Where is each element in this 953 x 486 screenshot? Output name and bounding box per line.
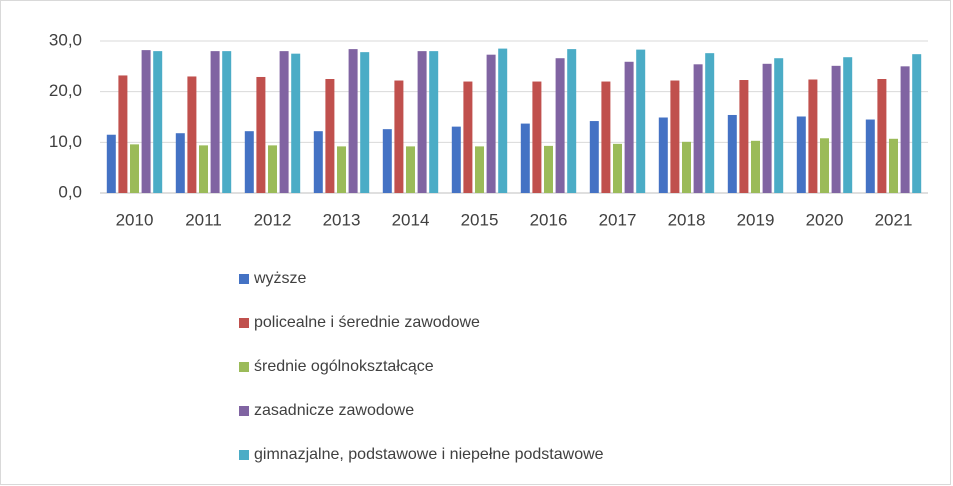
bar xyxy=(808,79,818,193)
bar xyxy=(268,145,277,193)
legend-swatch xyxy=(239,406,249,416)
x-tick-label: 2011 xyxy=(185,210,222,229)
x-tick-label: 2019 xyxy=(737,210,775,229)
bar xyxy=(486,54,496,194)
bar xyxy=(693,64,703,193)
bar xyxy=(889,138,898,193)
bar xyxy=(682,141,691,193)
legend-label: policealne i śerednie zawodowe xyxy=(254,314,480,331)
bar xyxy=(796,116,806,193)
bar xyxy=(175,133,185,193)
bar xyxy=(210,51,220,194)
x-tick-label: 2021 xyxy=(875,210,913,229)
bar xyxy=(739,80,749,193)
bar xyxy=(130,144,139,193)
bar xyxy=(658,117,668,193)
bar xyxy=(187,76,197,193)
bar xyxy=(865,119,875,193)
bar xyxy=(394,80,404,193)
bar xyxy=(624,61,634,194)
x-tick-label: 2016 xyxy=(530,210,568,229)
y-tick-label: 30,0 xyxy=(49,30,82,49)
x-tick-label: 2018 xyxy=(668,210,706,229)
bar xyxy=(291,53,301,193)
y-tick-label: 20,0 xyxy=(49,81,82,100)
bar xyxy=(337,146,346,193)
bar xyxy=(498,48,508,193)
bar xyxy=(256,76,266,193)
bar xyxy=(199,145,208,193)
bar xyxy=(451,126,461,193)
bar xyxy=(843,57,853,193)
bar xyxy=(705,53,715,193)
bar xyxy=(244,131,254,193)
bar xyxy=(762,63,772,193)
legend-swatch xyxy=(239,450,249,460)
bar xyxy=(636,49,646,193)
bar xyxy=(751,140,760,193)
bar xyxy=(567,49,577,194)
bar xyxy=(106,134,116,193)
bar xyxy=(118,75,128,193)
bar xyxy=(382,129,392,193)
bar xyxy=(544,145,553,193)
bar xyxy=(601,81,611,193)
bar xyxy=(532,81,542,193)
x-tick-label: 2014 xyxy=(392,210,430,229)
bar xyxy=(727,114,737,193)
x-tick-label: 2015 xyxy=(461,210,499,229)
y-tick-label: 10,0 xyxy=(49,132,82,151)
bar xyxy=(589,121,599,193)
bar xyxy=(348,49,358,194)
x-tick-label: 2012 xyxy=(254,210,292,229)
legend-label: zasadnicze zawodowe xyxy=(254,402,414,419)
bar xyxy=(555,58,565,193)
bar xyxy=(820,138,829,193)
bar xyxy=(325,79,335,193)
x-tick-label: 2020 xyxy=(806,210,844,229)
legend-label: średnie ogólnokształcące xyxy=(254,358,434,375)
bar xyxy=(222,51,232,194)
legend-label: gimnazjalne, podstawowe i niepełne podst… xyxy=(254,446,604,463)
legend-swatch xyxy=(239,318,249,328)
x-tick-label: 2013 xyxy=(323,210,361,229)
bar xyxy=(406,146,415,193)
bar xyxy=(831,65,841,193)
legend: wyższe policealne i śerednie zawodowe śred… xyxy=(239,270,604,463)
bar xyxy=(360,52,370,193)
legend-swatch xyxy=(239,274,249,284)
bar xyxy=(520,123,530,193)
bar xyxy=(613,143,622,193)
y-tick-label: 0,0 xyxy=(58,182,82,201)
bar xyxy=(912,54,922,193)
bar xyxy=(141,50,151,194)
legend-label: wyższe xyxy=(253,270,307,287)
bar xyxy=(900,66,910,193)
legend-swatch xyxy=(239,362,249,372)
bar xyxy=(670,80,680,193)
bar xyxy=(774,58,784,193)
bar xyxy=(417,51,427,194)
x-tick-label: 2010 xyxy=(116,210,154,229)
bar xyxy=(279,51,289,194)
bar xyxy=(877,79,887,193)
bar xyxy=(313,131,323,193)
bar xyxy=(429,51,439,194)
bar xyxy=(475,146,484,193)
x-tick-label: 2017 xyxy=(599,210,637,229)
bar xyxy=(463,81,473,193)
bar xyxy=(153,51,163,194)
